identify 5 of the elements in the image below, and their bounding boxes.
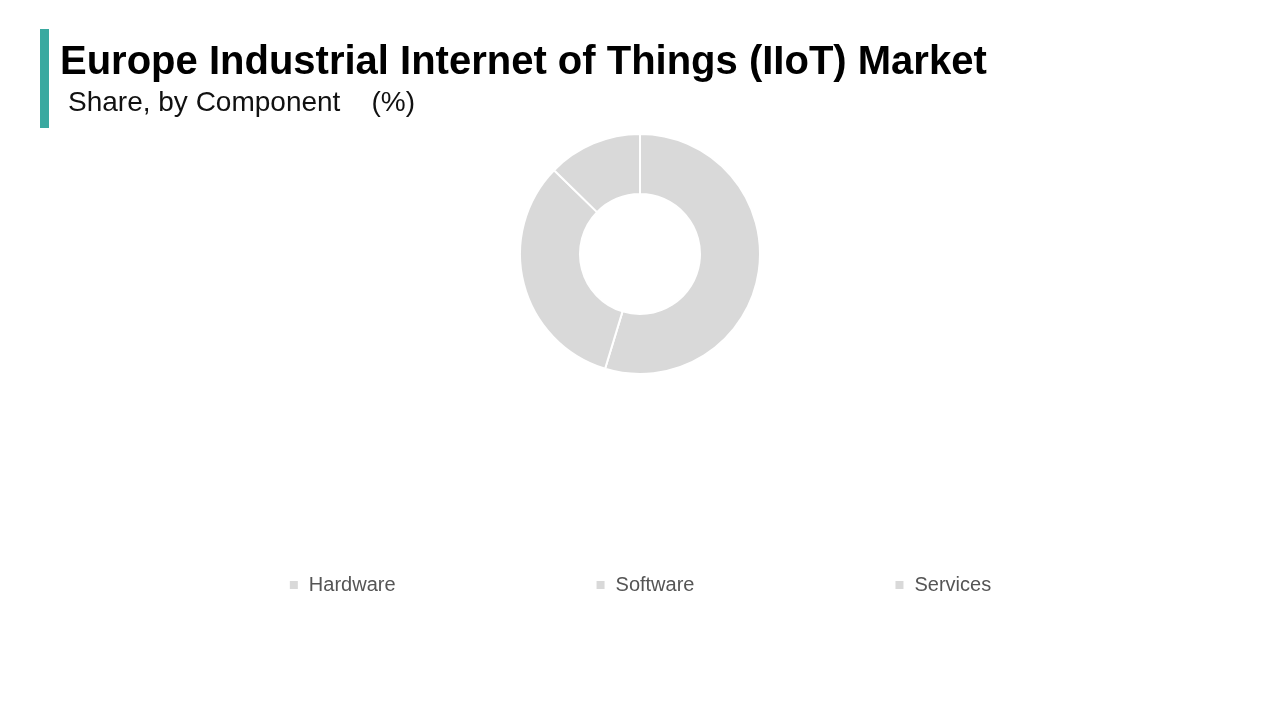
legend-label: Software (615, 572, 695, 595)
chart-title: Europe Industrial Internet of Things (IIoT) Market (60, 38, 987, 83)
legend-label: Hardware (308, 572, 396, 595)
chart-subtitle: Share, by Component (%) (68, 86, 416, 118)
legend-label: Services (914, 572, 992, 595)
